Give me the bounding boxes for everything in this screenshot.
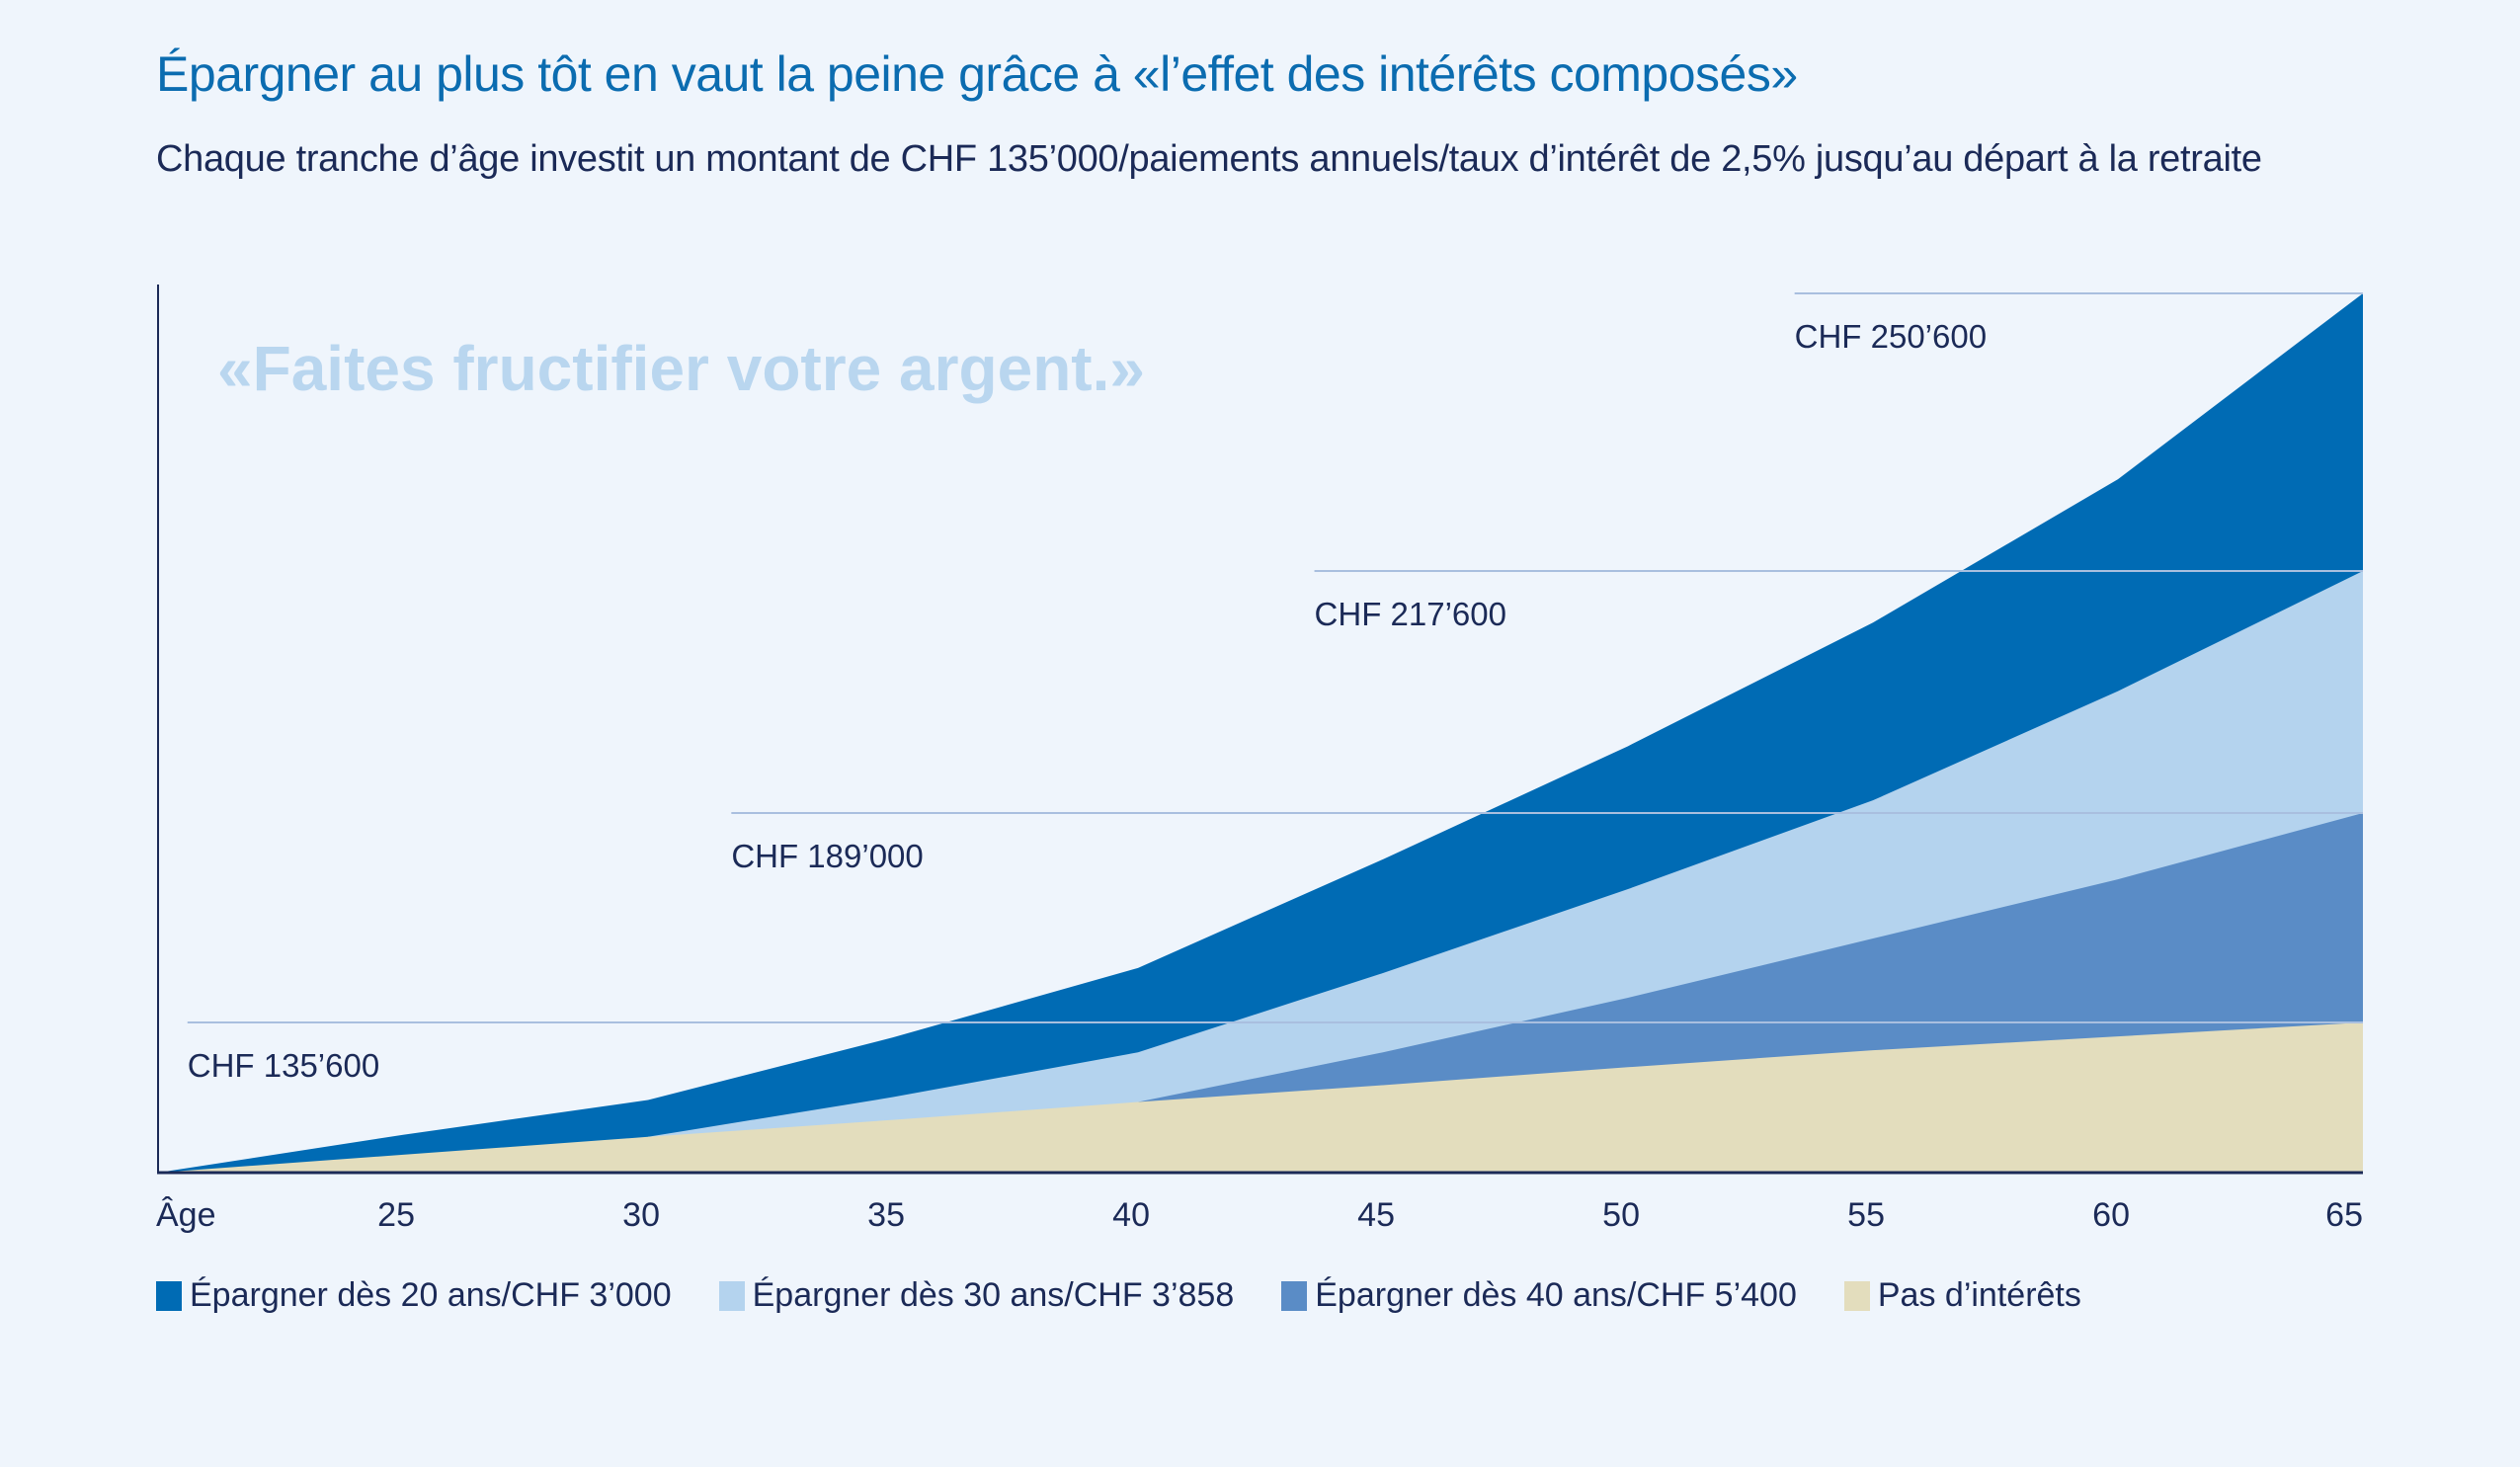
guide-label-4: CHF 250’600	[1795, 318, 1987, 355]
guide-label-3: CHF 217’600	[1315, 596, 1506, 632]
area-series-4	[158, 1022, 2363, 1173]
legend-item-4: Pas d’intérêts	[1843, 1276, 2081, 1315]
x-tick-label: 65	[2325, 1196, 2363, 1234]
legend-swatch	[718, 1280, 745, 1311]
series-areas	[158, 293, 2363, 1173]
legend-item-1: Épargner dès 20 ans/CHF 3’000	[156, 1276, 672, 1315]
x-tick-label: 30	[622, 1196, 660, 1234]
legend-swatch	[156, 1280, 182, 1311]
legend-label: Pas d’intérêts	[1877, 1276, 2081, 1314]
value-guides: CHF 135’600 CHF 189’000 CHF 217’600 CHF 250…	[187, 292, 2363, 1084]
legend-swatch	[1281, 1280, 1308, 1311]
legend-swatch	[1843, 1280, 1870, 1311]
chart-title: Épargner au plus tôt en vaut la peine gr…	[156, 46, 1798, 102]
x-tick-label: 55	[1847, 1196, 1885, 1234]
chart-subtitle: Chaque tranche d’âge investit un montant…	[156, 138, 2262, 180]
legend: Épargner dès 20 ans/CHF 3’000 Épargner dè…	[156, 1276, 2081, 1315]
x-tick-label: 40	[1112, 1196, 1150, 1234]
x-tick-label: 45	[1357, 1196, 1395, 1234]
legend-label: Épargner dès 40 ans/CHF 5’400	[1315, 1276, 1797, 1314]
x-tick-labels: 25 30 35 40 45 50 55 60 65	[377, 1196, 2363, 1234]
x-tick-label: 35	[867, 1196, 905, 1234]
guide-label-2: CHF 189’000	[731, 838, 923, 874]
x-tick-label: 60	[2092, 1196, 2130, 1234]
slogan-annotation: «Faites fructifier votre argent.»	[217, 333, 1145, 404]
legend-label: Épargner dès 20 ans/CHF 3’000	[190, 1276, 672, 1314]
legend-label: Épargner dès 30 ans/CHF 3’858	[752, 1276, 1235, 1314]
guide-label-1: CHF 135’600	[188, 1047, 379, 1084]
x-tick-label: 50	[1602, 1196, 1640, 1234]
x-tick-label: 25	[377, 1196, 415, 1234]
x-axis-title: Âge	[156, 1196, 216, 1234]
legend-item-3: Épargner dès 40 ans/CHF 5’400	[1281, 1276, 1797, 1315]
legend-item-2: Épargner dès 30 ans/CHF 3’858	[718, 1276, 1235, 1315]
